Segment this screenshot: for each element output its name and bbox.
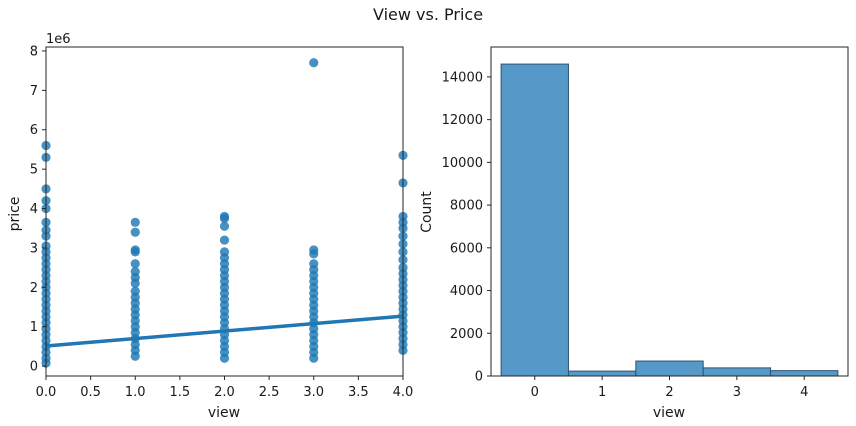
scatter-panel: 0.0 0.5 1.0 1.5 2.0 2.5 3.0 3.5 4.0 0 1 2 3 4 5 6 7 8 1e… bbox=[7, 32, 413, 421]
scatter-point bbox=[130, 286, 140, 296]
scatter-y-tick-label: 4 bbox=[30, 202, 38, 217]
histogram-y-tick-label: 6000 bbox=[450, 241, 483, 256]
scatter-x-tick-label: 2.5 bbox=[259, 385, 280, 400]
scatter-x-tick-label: 3.5 bbox=[348, 385, 369, 400]
scatter-point bbox=[219, 211, 230, 222]
scatter-offset-label: 1e6 bbox=[46, 32, 71, 47]
histogram-bar bbox=[702, 367, 772, 377]
histogram-y-ticks: 0 2000 4000 6000 8000 10000 12000 14000 bbox=[442, 70, 491, 385]
regression-line bbox=[45, 314, 404, 348]
histogram-x-tick-label: 0 bbox=[531, 385, 539, 400]
scatter-x-tick-label: 1.0 bbox=[125, 385, 146, 400]
scatter-x-tick-label: 2.0 bbox=[214, 385, 235, 400]
scatter-x-tick-label: 1.5 bbox=[170, 385, 191, 400]
scatter-y-tick-label: 1 bbox=[30, 320, 38, 335]
scatter-x-tick-label: 0.0 bbox=[36, 385, 57, 400]
histogram-x-ticks: 0 1 2 3 4 bbox=[531, 376, 808, 400]
scatter-y-tick-label: 6 bbox=[30, 123, 38, 138]
scatter-point bbox=[309, 259, 319, 269]
figure-title: View vs. Price bbox=[373, 5, 483, 24]
histogram-x-tick-label: 4 bbox=[800, 385, 808, 400]
histogram-panel: 0 1 2 3 4 0 2000 4000 6000 8000 10000 12000 14000 v… bbox=[419, 46, 849, 421]
scatter-point bbox=[130, 217, 140, 227]
scatter-x-label: view bbox=[208, 405, 240, 421]
scatter-point bbox=[130, 259, 140, 269]
histogram-y-tick-label: 2000 bbox=[450, 327, 483, 342]
histogram-y-tick-label: 14000 bbox=[442, 70, 483, 85]
scatter-points bbox=[41, 58, 408, 368]
histogram-y-tick-label: 0 bbox=[475, 370, 483, 385]
histogram-y-tick-label: 12000 bbox=[442, 113, 483, 128]
scatter-y-tick-label: 0 bbox=[30, 360, 38, 375]
scatter-y-ticks: 0 1 2 3 4 5 6 7 8 bbox=[30, 44, 46, 375]
histogram-x-tick-label: 2 bbox=[665, 385, 673, 400]
scatter-y-tick-label: 2 bbox=[30, 281, 38, 296]
histogram-bar bbox=[635, 360, 704, 377]
scatter-x-tick-label: 0.5 bbox=[80, 385, 101, 400]
scatter-point bbox=[219, 221, 230, 231]
scatter-y-tick-label: 8 bbox=[30, 44, 38, 59]
histogram-y-tick-label: 8000 bbox=[450, 199, 483, 214]
scatter-point bbox=[309, 58, 319, 68]
scatter-point bbox=[219, 247, 230, 257]
scatter-point bbox=[130, 266, 140, 277]
scatter-x-tick-label: 4.0 bbox=[393, 385, 414, 400]
scatter-point bbox=[130, 245, 140, 255]
scatter-point bbox=[130, 227, 140, 237]
histogram-bars bbox=[500, 63, 839, 377]
histogram-y-tick-label: 10000 bbox=[442, 156, 483, 171]
histogram-x-tick-label: 3 bbox=[733, 385, 741, 400]
scatter-x-ticks: 0.0 0.5 1.0 1.5 2.0 2.5 3.0 3.5 4.0 bbox=[36, 376, 414, 400]
scatter-x-tick-label: 3.0 bbox=[303, 385, 324, 400]
histogram-y-tick-label: 4000 bbox=[450, 284, 483, 299]
histogram-bar bbox=[500, 63, 569, 377]
scatter-y-label: price bbox=[7, 197, 23, 232]
histogram-y-label: Count bbox=[419, 191, 435, 233]
scatter-y-tick-label: 7 bbox=[30, 84, 38, 99]
scatter-y-tick-label: 5 bbox=[30, 163, 38, 178]
scatter-point bbox=[219, 235, 230, 245]
histogram-bar bbox=[770, 370, 839, 377]
histogram-bar bbox=[567, 370, 637, 377]
scatter-y-tick-label: 3 bbox=[30, 241, 38, 256]
scatter-point bbox=[309, 245, 319, 255]
histogram-x-tick-label: 1 bbox=[598, 385, 606, 400]
histogram-x-label: view bbox=[653, 405, 685, 421]
